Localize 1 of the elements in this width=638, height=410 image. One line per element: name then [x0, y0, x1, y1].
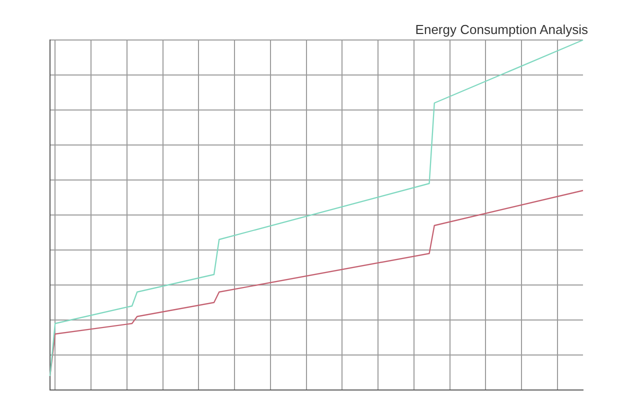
chart-title: Energy Consumption Analysis: [415, 22, 588, 37]
